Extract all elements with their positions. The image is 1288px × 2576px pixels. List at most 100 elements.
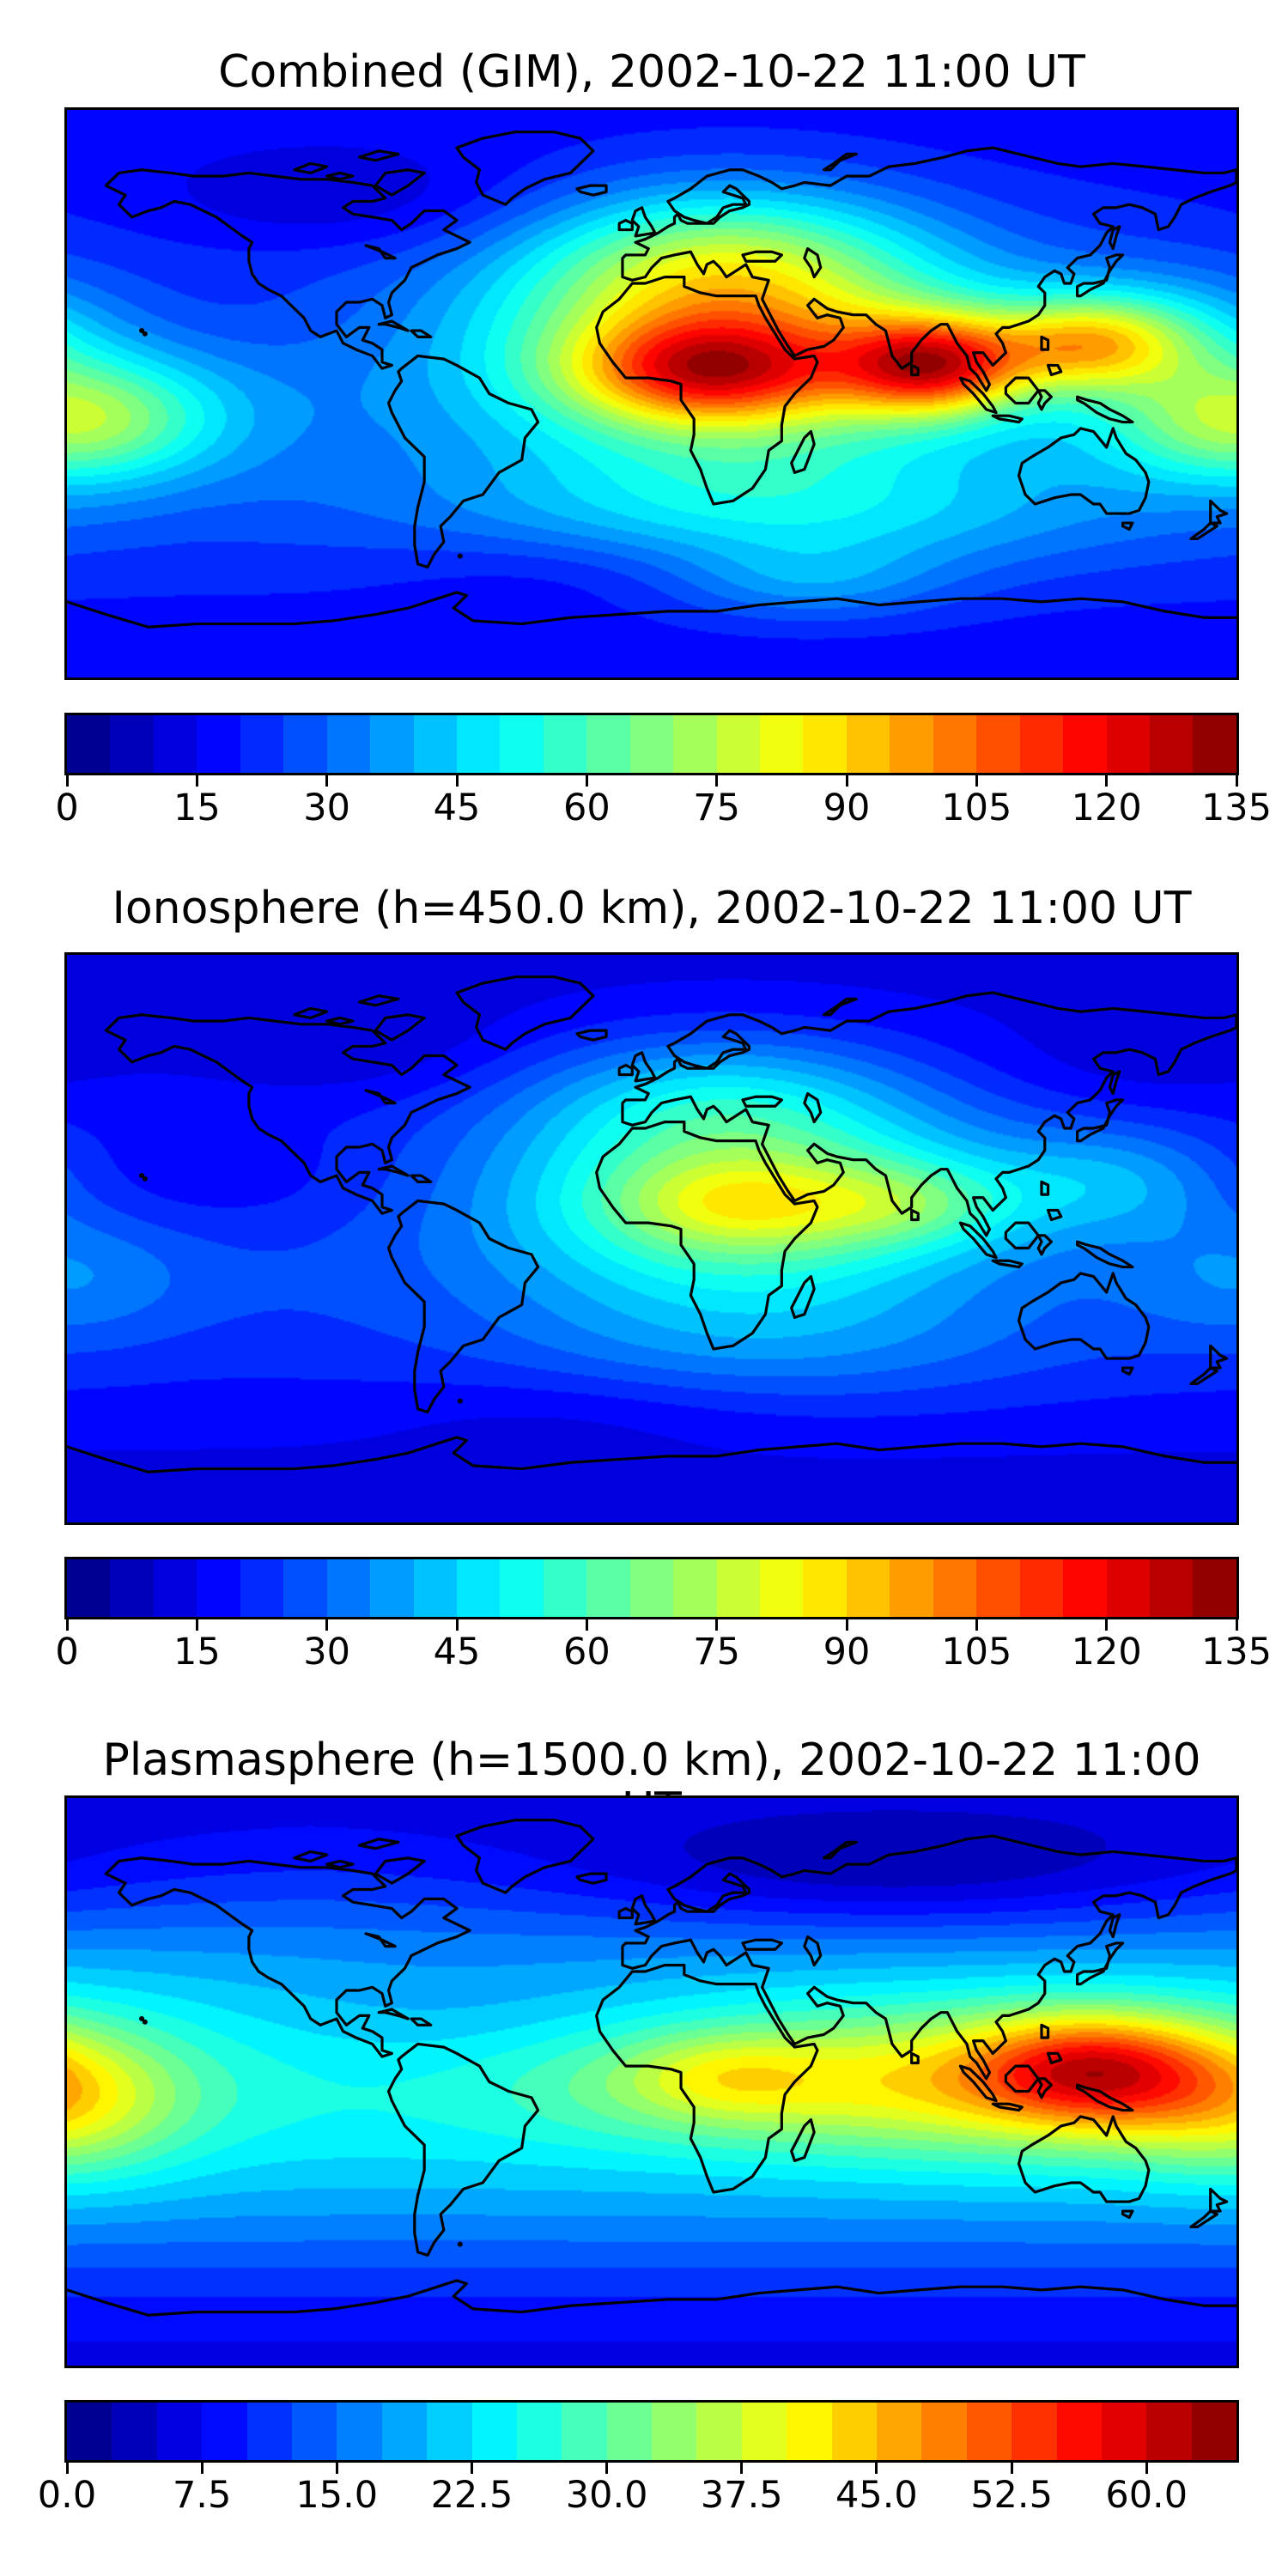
- colorbar-segment: [1191, 2403, 1237, 2460]
- colorbar-combined: [64, 713, 1239, 775]
- colorbar-segment: [1193, 715, 1236, 773]
- colorbar-tick: [200, 2460, 204, 2474]
- colorbar-segment: [1012, 2403, 1057, 2460]
- tec-field-canvas: [67, 955, 1236, 1522]
- colorbar-segment: [283, 1559, 327, 1617]
- colorbar-segment: [197, 1559, 240, 1617]
- colorbar-tick-label: 105: [941, 1631, 1012, 1674]
- colorbar-tick-label: 15.0: [295, 2474, 379, 2517]
- colorbar-segment: [197, 715, 240, 773]
- colorbar-segment: [1146, 2403, 1192, 2460]
- colorbar-segment: [890, 715, 933, 773]
- colorbar-tick: [715, 773, 719, 787]
- colorbar-tick-label: 0: [55, 1631, 79, 1674]
- panel-title-combined: Combined (GIM), 2002-10-22 11:00 UT: [218, 46, 1085, 98]
- colorbar-segment: [586, 1559, 630, 1617]
- panel-title-ionosphere: Ionosphere (h=450.0 km), 2002-10-22 11:0…: [112, 883, 1192, 934]
- colorbar-segment: [1149, 715, 1194, 773]
- colorbar-segment: [110, 715, 154, 773]
- coastlines-overlay: [67, 955, 1236, 1522]
- colorbar-segment: [1106, 715, 1150, 773]
- colorbar-segment: [240, 1559, 284, 1617]
- colorbar-tick: [1235, 773, 1238, 787]
- world-map-ionosphere: [64, 952, 1239, 1525]
- colorbar-segment: [153, 1559, 197, 1617]
- colorbar-segment: [1063, 1559, 1107, 1617]
- colorbar-segment: [1193, 1559, 1236, 1617]
- colorbar-segment: [291, 2403, 337, 2460]
- colorbar-tick-label: 0: [55, 787, 79, 829]
- colorbar-tick-label: 15: [173, 1631, 221, 1674]
- colorbar-segment: [456, 1559, 501, 1617]
- colorbar-tick: [455, 773, 459, 787]
- colorbar-tick: [65, 2460, 69, 2474]
- colorbar-segment: [1101, 2403, 1147, 2460]
- panel-plasmasphere: Plasmasphere (h=1500.0 km), 2002-10-22 1…: [0, 0, 1288, 2514]
- colorbar-tick: [845, 773, 848, 787]
- colorbar-plasmasphere: [64, 2400, 1239, 2463]
- colorbar-tick-label: 15: [173, 787, 221, 829]
- panel-ionosphere: Ionosphere (h=450.0 km), 2002-10-22 11:0…: [0, 0, 1288, 1670]
- colorbar-segment: [846, 1559, 890, 1617]
- colorbar-segment: [716, 715, 760, 773]
- colorbar-segment: [381, 2403, 428, 2460]
- colorbar-segment: [67, 2403, 112, 2460]
- colorbar-segment: [156, 2403, 203, 2460]
- colorbar-tick: [455, 1617, 459, 1631]
- colorbar-segment: [760, 715, 804, 773]
- colorbar-segment: [803, 715, 847, 773]
- colorbar-tick: [975, 1617, 978, 1631]
- colorbar-segment: [500, 715, 544, 773]
- coastlines-overlay: [67, 110, 1236, 677]
- colorbar-segment: [112, 2403, 157, 2460]
- colorbar-segment: [67, 1559, 111, 1617]
- colorbar-tick: [585, 773, 588, 787]
- colorbar-segment: [337, 2403, 382, 2460]
- colorbar-segment: [240, 715, 284, 773]
- colorbar-segment: [933, 1559, 977, 1617]
- colorbar-tick-label: 45: [433, 1631, 481, 1674]
- colorbar-tick: [740, 2460, 744, 2474]
- colorbar-segment: [831, 2403, 878, 2460]
- colorbar-segment: [153, 715, 197, 773]
- colorbar-tick-label: 105: [941, 787, 1012, 829]
- colorbar-segment: [976, 715, 1020, 773]
- colorbar-tick-label: 135: [1200, 1631, 1273, 1674]
- colorbar-tick-label: 60: [562, 787, 611, 829]
- colorbar-tick: [845, 1617, 848, 1631]
- colorbar-segment: [326, 1559, 371, 1617]
- world-map-combined: [64, 107, 1239, 680]
- colorbar-tick-label: 60.0: [1105, 2474, 1188, 2517]
- coastlines-overlay: [67, 1798, 1236, 2366]
- colorbar-segment: [110, 1559, 154, 1617]
- colorbar-segment: [716, 1559, 760, 1617]
- colorbar-segment: [413, 715, 457, 773]
- colorbar-segment: [760, 1559, 804, 1617]
- colorbar-tick-label: 37.5: [700, 2474, 783, 2517]
- colorbar-tick: [605, 2460, 609, 2474]
- colorbar-segment: [966, 2403, 1012, 2460]
- colorbar-tick: [1010, 2460, 1013, 2474]
- colorbar-segment: [543, 715, 587, 773]
- colorbar-segment: [427, 2403, 472, 2460]
- colorbar-segment: [246, 2403, 292, 2460]
- colorbar-tick: [325, 1617, 329, 1631]
- colorbar-tick: [325, 773, 329, 787]
- colorbar-segment: [976, 1559, 1020, 1617]
- colorbar-segment: [1019, 715, 1064, 773]
- colorbar-segment: [202, 2403, 247, 2460]
- colorbar-tick-label: 7.5: [172, 2474, 232, 2517]
- colorbar-ionosphere: [64, 1557, 1239, 1619]
- colorbar-segment: [370, 715, 414, 773]
- colorbar-segment: [629, 1559, 674, 1617]
- colorbar-tick: [1145, 2460, 1148, 2474]
- colorbar-tick-label: 45.0: [835, 2474, 918, 2517]
- colorbar-tick-label: 120: [1071, 1631, 1142, 1674]
- panel-combined-gim: Combined (GIM), 2002-10-22 11:00 UT 0 15 3…: [0, 0, 1288, 859]
- colorbar-tick-label: 120: [1071, 787, 1142, 829]
- colorbar-segment: [629, 715, 674, 773]
- colorbar-tick-label: 22.5: [430, 2474, 513, 2517]
- colorbar-tick-label: 60: [562, 1631, 611, 1674]
- colorbar-segment: [741, 2403, 787, 2460]
